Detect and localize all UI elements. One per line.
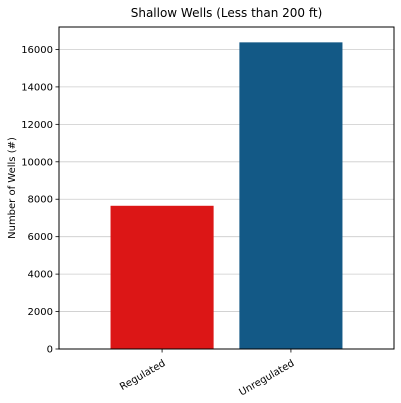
x-tick-label-unregulated: Unregulated bbox=[237, 358, 296, 398]
y-tick-label: 2000 bbox=[28, 307, 53, 318]
y-tick-label: 16000 bbox=[21, 45, 53, 56]
y-tick-label: 12000 bbox=[21, 120, 53, 131]
bar-unregulated bbox=[239, 42, 343, 349]
y-tick-label: 10000 bbox=[21, 157, 53, 168]
bars bbox=[110, 42, 343, 349]
y-tick-label: 14000 bbox=[21, 82, 53, 93]
y-tick-label: 4000 bbox=[28, 270, 53, 281]
plot-frame bbox=[58, 26, 395, 350]
y-tick-label: 6000 bbox=[28, 232, 53, 243]
y-axis-ticks: 0 2000 4000 6000 8000 10000 12000 14000 16000 bbox=[21, 45, 59, 356]
x-tick-label-regulated: Regulated bbox=[118, 358, 167, 393]
y-tick-label: 0 bbox=[47, 345, 53, 356]
bar-regulated bbox=[110, 205, 214, 349]
y-tick-label: 8000 bbox=[28, 195, 53, 206]
y-axis-label: Number of Wells (#) bbox=[7, 137, 18, 239]
grid-lines bbox=[59, 49, 394, 312]
x-axis-ticks: Regulated Unregulated bbox=[118, 349, 296, 398]
chart-title: Shallow Wells (Less than 200 ft) bbox=[131, 6, 323, 20]
